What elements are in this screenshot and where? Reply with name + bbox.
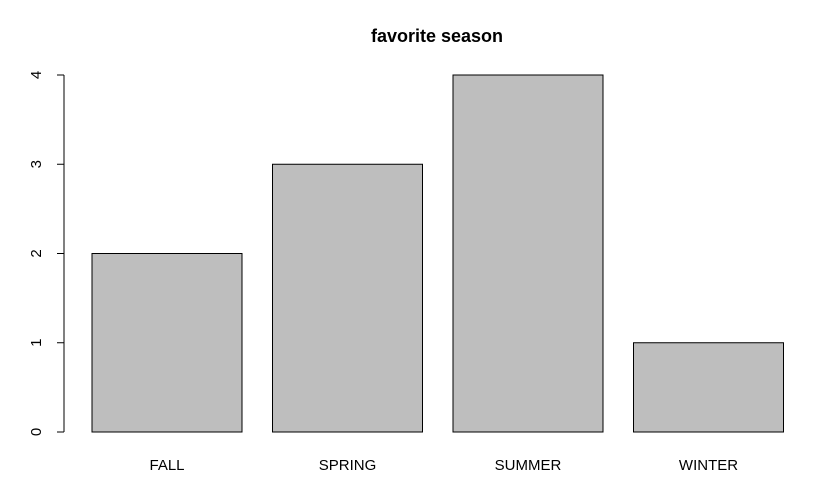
x-tick-label: FALL: [149, 457, 184, 474]
x-tick-label: SPRING: [319, 457, 377, 474]
bar: [633, 342, 784, 433]
bar: [272, 163, 423, 433]
y-tick-label: 4: [28, 71, 45, 79]
y-tick-label: 1: [28, 339, 45, 347]
y-tick-label: 2: [28, 249, 45, 257]
x-tick-label: SUMMER: [495, 457, 562, 474]
bar: [452, 74, 604, 433]
y-tick-label: 3: [28, 160, 45, 168]
y-tick-label: 0: [28, 428, 45, 436]
bar: [91, 253, 243, 433]
x-tick-label: WINTER: [679, 457, 738, 474]
chart-title: favorite season: [371, 26, 503, 46]
